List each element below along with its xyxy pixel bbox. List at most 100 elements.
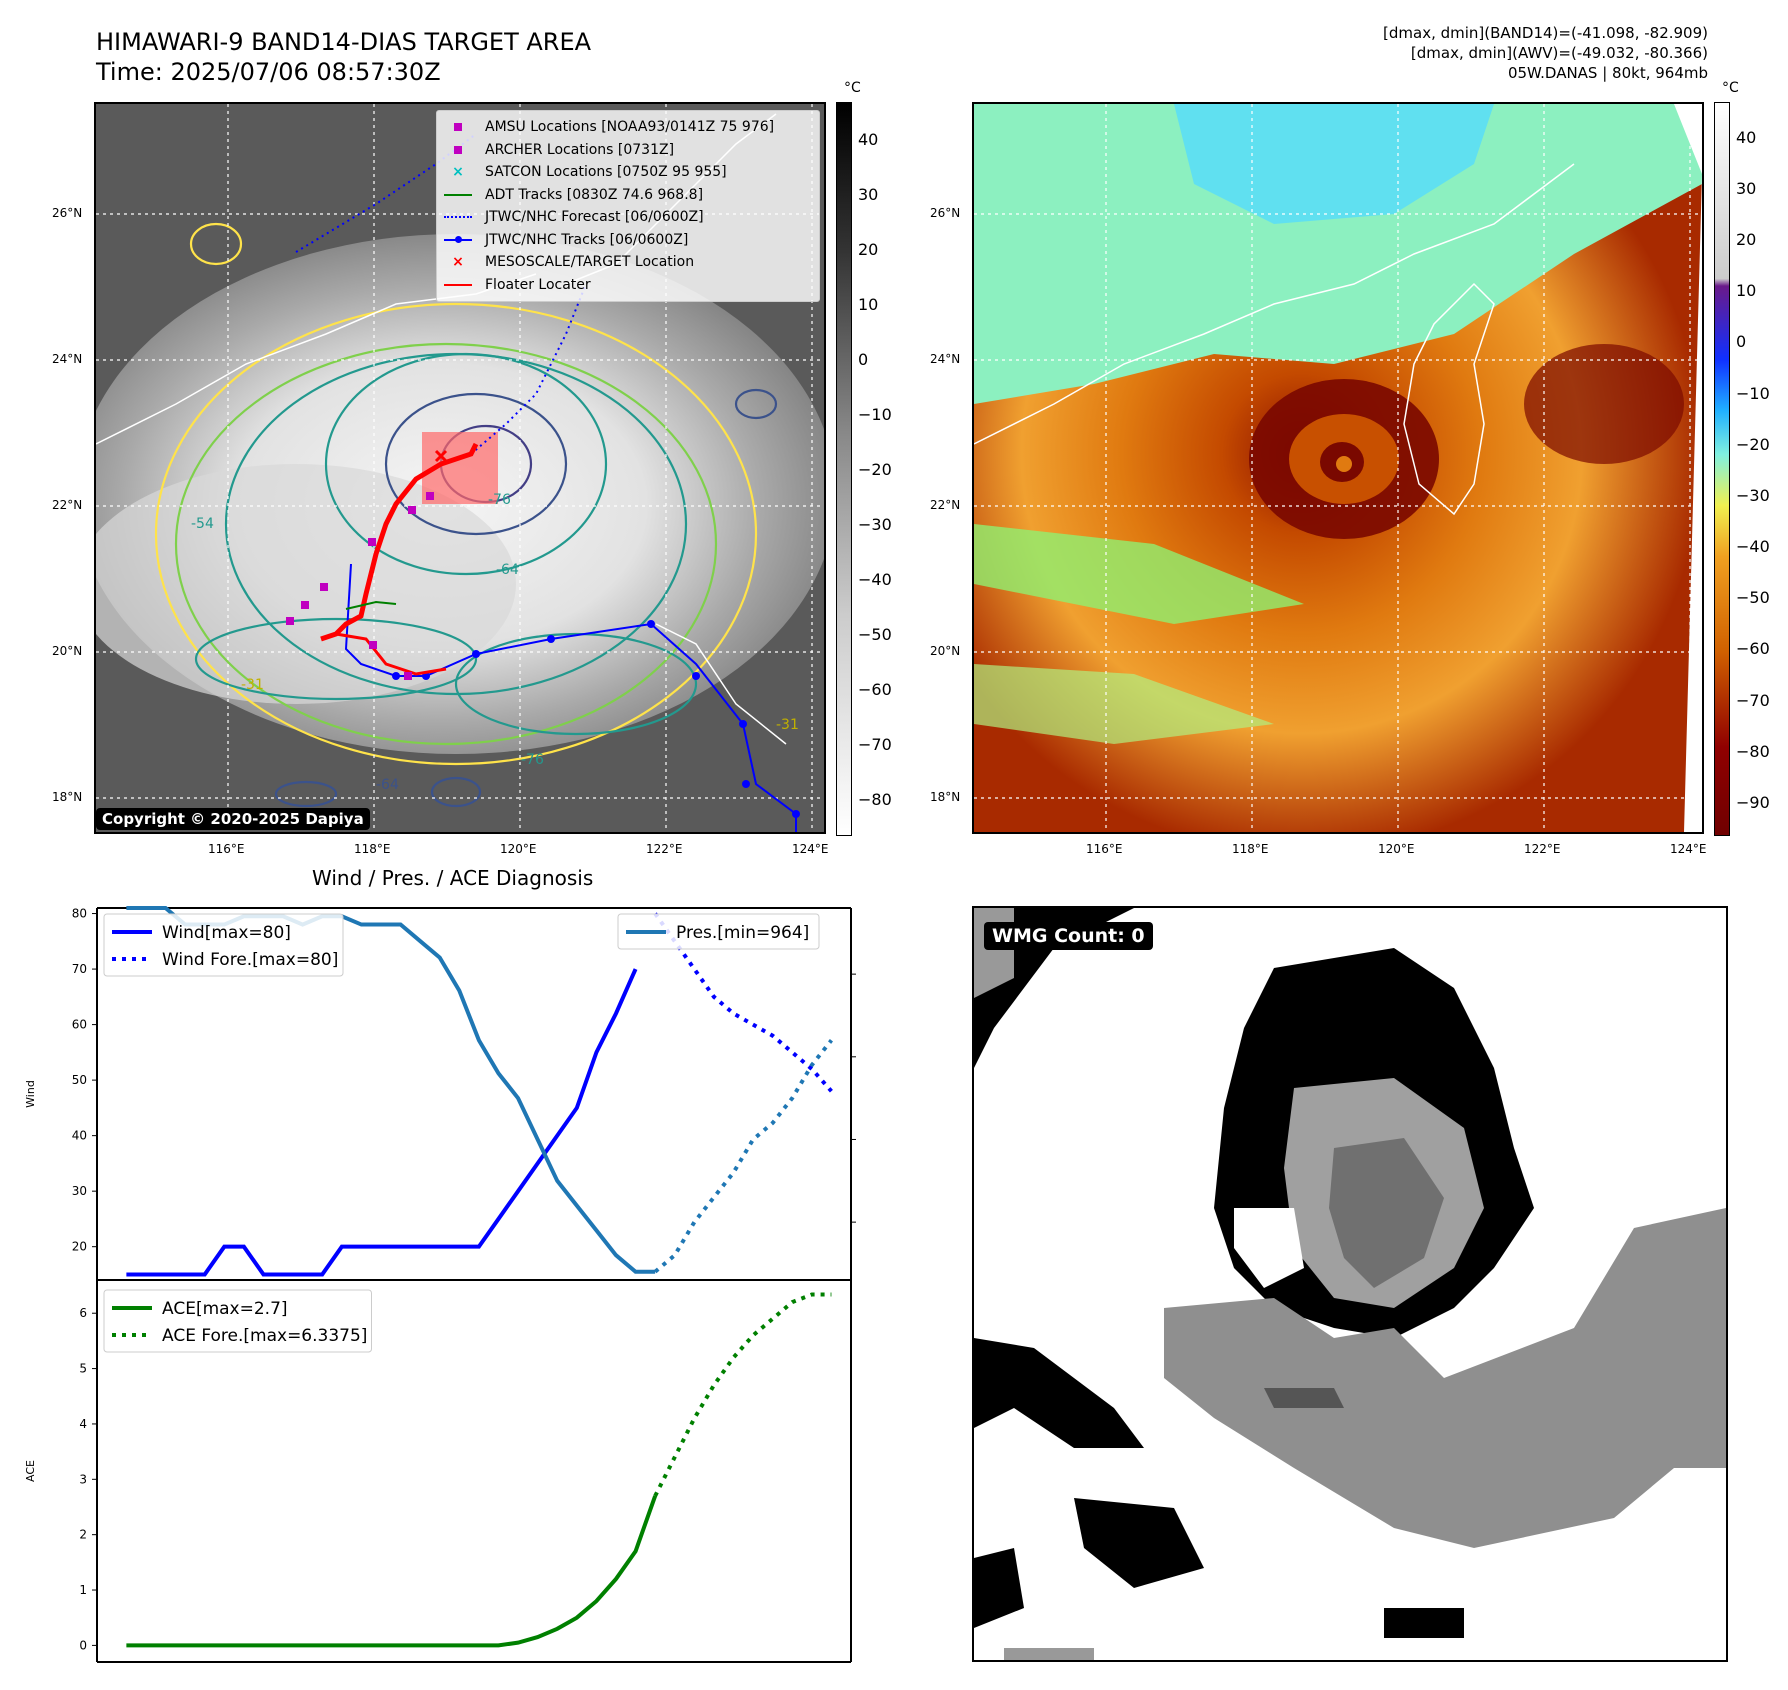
lon-tick: 124°E [792, 842, 829, 856]
legend-label: Wind[max=80] [162, 923, 291, 943]
lat-tick: 26°N [930, 206, 961, 220]
legend-symbol: × [452, 164, 464, 180]
legend-label: ACE Fore.[max=6.3375] [162, 1326, 367, 1346]
y-tick-label: 40 [72, 1129, 87, 1143]
legend-entry: JTWC/NHC Forecast [06/0600Z] [443, 207, 704, 227]
band14-colorbar [836, 102, 852, 836]
colorbar-tick: −70 [858, 734, 892, 754]
y-tick-label: 60 [72, 1018, 87, 1032]
legend-symbol [443, 142, 473, 158]
colorbar-tick: −10 [1736, 383, 1770, 403]
lon-tick: 122°E [1524, 842, 1561, 856]
series-line [126, 1495, 658, 1648]
legend-entry: AMSU Locations [NOAA93/0141Z 75 976] [443, 117, 774, 137]
y-tick-label: 0 [79, 1638, 87, 1652]
lat-tick: 18°N [930, 790, 961, 804]
legend-symbol: × [452, 254, 464, 270]
lat-tick: 22°N [52, 498, 83, 512]
series-line [653, 912, 833, 1093]
y-axis-label: ACE [24, 1460, 37, 1482]
legend-label: Pres.[min=964] [676, 923, 809, 943]
map-legend: AMSU Locations [NOAA93/0141Z 75 976] ARCH… [436, 110, 820, 302]
legend-entry: ARCHER Locations [0731Z] [443, 140, 674, 160]
colorbar-tick: −20 [858, 459, 892, 479]
colorbar-tick: −10 [858, 404, 892, 424]
wmg-panel: WMG Count: 0 [972, 906, 1728, 1662]
lat-tick: 20°N [52, 644, 83, 658]
colorbar-tick: 0 [858, 349, 869, 369]
y-tick-label: 30 [72, 1184, 87, 1198]
legend-label: SATCON Locations [0750Z 95 955] [485, 164, 727, 180]
colorbar-tick: −30 [858, 514, 892, 534]
colorbar-tick: −50 [1736, 588, 1770, 608]
chart-legend [103, 1289, 372, 1353]
colorbar-tick: −20 [1736, 434, 1770, 454]
contour-label: -54 [191, 516, 214, 532]
chart-legend [103, 913, 344, 977]
colorbar-tick: −30 [1736, 485, 1770, 505]
y-tick-label: 1 [79, 1583, 87, 1597]
floater-track-south [335, 632, 447, 676]
figure-time: Time: 2025/07/06 08:57:30Z [96, 58, 441, 86]
legend-label: MESOSCALE/TARGET Location [485, 254, 695, 270]
legend-label: ARCHER Locations [0731Z] [485, 141, 675, 158]
legend-entry: ADT Tracks [0830Z 74.6 968.8] [443, 185, 703, 205]
colorbar-tick: −40 [858, 569, 892, 589]
lon-tick: 116°E [1086, 842, 1123, 856]
colorbar-tick: 10 [1736, 281, 1757, 301]
y-tick-label: 6 [79, 1306, 87, 1320]
contour-label: -76 [488, 492, 511, 508]
colorbar-tick: −40 [1736, 537, 1770, 557]
lat-tick: 18°N [52, 790, 83, 804]
legend-label: JTWC/NHC Forecast [06/0600Z] [485, 209, 704, 225]
colorbar-tick: 40 [1736, 127, 1757, 147]
awv-map-panel [972, 102, 1704, 834]
legend-label: JTWC/NHC Tracks [06/0600Z] [485, 231, 689, 248]
lon-tick: 120°E [500, 842, 537, 856]
lat-tick: 24°N [930, 352, 961, 366]
lon-tick: 120°E [1378, 842, 1415, 856]
colorbar-tick: −60 [858, 679, 892, 699]
y-tick-label: 70 [72, 962, 87, 976]
legend-symbol [443, 232, 473, 248]
y-tick-label: 3 [79, 1472, 87, 1486]
contour-label: -31 [241, 677, 264, 693]
colorbar-tick: −50 [858, 624, 892, 644]
colorbar-tick: 0 [1736, 332, 1747, 352]
y-tick-label: 50 [72, 1073, 87, 1087]
legend-label: Floater Locater [485, 276, 591, 293]
colorbar-tick: −70 [1736, 690, 1770, 710]
y-tick-label: 4 [79, 1417, 87, 1431]
lon-tick: 118°E [1232, 842, 1269, 856]
lat-tick: 26°N [52, 206, 83, 220]
lat-tick: 24°N [52, 352, 83, 366]
wmg-image [974, 908, 1726, 1660]
legend-entry: × MESOSCALE/TARGET Location [443, 252, 694, 272]
colorbar-tick: 30 [858, 184, 879, 204]
legend-label: ACE[max=2.7] [162, 1299, 288, 1319]
adt-track [345, 600, 397, 610]
colorbar-unit: °C [1722, 80, 1739, 96]
colorbar-tick: −90 [1736, 793, 1770, 813]
legend-symbol [443, 187, 473, 203]
copyright-badge: Copyright © 2020-2025 Dapiya [96, 808, 370, 830]
legend-symbol [443, 209, 473, 225]
series-line [653, 1292, 832, 1497]
info-band14: [dmax, dmin](BAND14)=(-41.098, -82.909) [1383, 24, 1708, 42]
colorbar-tick: 20 [1736, 229, 1757, 249]
wmg-count-badge: WMG Count: 0 [984, 922, 1153, 950]
lon-tick: 122°E [646, 842, 683, 856]
diagnosis-title: Wind / Pres. / ACE Diagnosis [312, 866, 594, 890]
lat-tick: 22°N [930, 498, 961, 512]
info-awv: [dmax, dmin](AWV)=(-49.032, -80.366) [1410, 44, 1708, 62]
awv-map-image [974, 104, 1702, 832]
series-line [126, 968, 638, 1277]
y-tick-label: 80 [72, 907, 87, 921]
contour-label: -31 [776, 717, 799, 733]
jtwc-forecast-track [470, 283, 587, 455]
colorbar-tick: 30 [1736, 178, 1757, 198]
legend-entry: Floater Locater [443, 275, 591, 295]
legend-symbol [443, 277, 473, 293]
floater-track [320, 442, 479, 642]
chart-legend [617, 913, 820, 950]
